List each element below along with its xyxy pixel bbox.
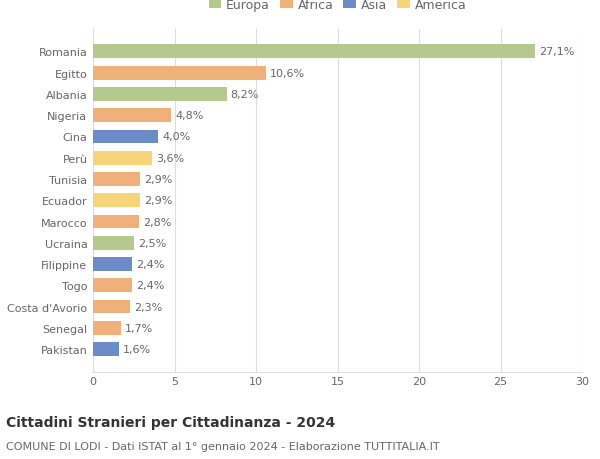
Bar <box>93 173 140 186</box>
Text: 1,7%: 1,7% <box>125 323 153 333</box>
Text: COMUNE DI LODI - Dati ISTAT al 1° gennaio 2024 - Elaborazione TUTTITALIA.IT: COMUNE DI LODI - Dati ISTAT al 1° gennai… <box>6 441 440 451</box>
Bar <box>93 257 132 271</box>
Bar <box>93 88 227 101</box>
Text: 2,4%: 2,4% <box>136 281 164 291</box>
Text: 2,9%: 2,9% <box>145 196 173 206</box>
Text: 2,9%: 2,9% <box>145 174 173 185</box>
Text: 2,5%: 2,5% <box>138 238 166 248</box>
Bar <box>93 67 266 80</box>
Text: 2,4%: 2,4% <box>136 259 164 269</box>
Text: 2,3%: 2,3% <box>134 302 163 312</box>
Bar <box>93 279 132 292</box>
Bar <box>93 236 134 250</box>
Bar <box>93 300 130 314</box>
Bar <box>93 45 535 59</box>
Text: 3,6%: 3,6% <box>156 153 184 163</box>
Legend: Europa, Africa, Asia, America: Europa, Africa, Asia, America <box>203 0 472 17</box>
Bar <box>93 194 140 208</box>
Bar <box>93 130 158 144</box>
Text: 10,6%: 10,6% <box>270 68 305 78</box>
Bar <box>93 321 121 335</box>
Text: 4,0%: 4,0% <box>162 132 191 142</box>
Bar <box>93 342 119 356</box>
Bar <box>93 215 139 229</box>
Text: Cittadini Stranieri per Cittadinanza - 2024: Cittadini Stranieri per Cittadinanza - 2… <box>6 415 335 429</box>
Text: 2,8%: 2,8% <box>143 217 171 227</box>
Bar <box>93 151 152 165</box>
Text: 27,1%: 27,1% <box>539 47 574 57</box>
Text: 8,2%: 8,2% <box>231 90 259 100</box>
Text: 4,8%: 4,8% <box>175 111 203 121</box>
Bar <box>93 109 171 123</box>
Text: 1,6%: 1,6% <box>123 344 151 354</box>
